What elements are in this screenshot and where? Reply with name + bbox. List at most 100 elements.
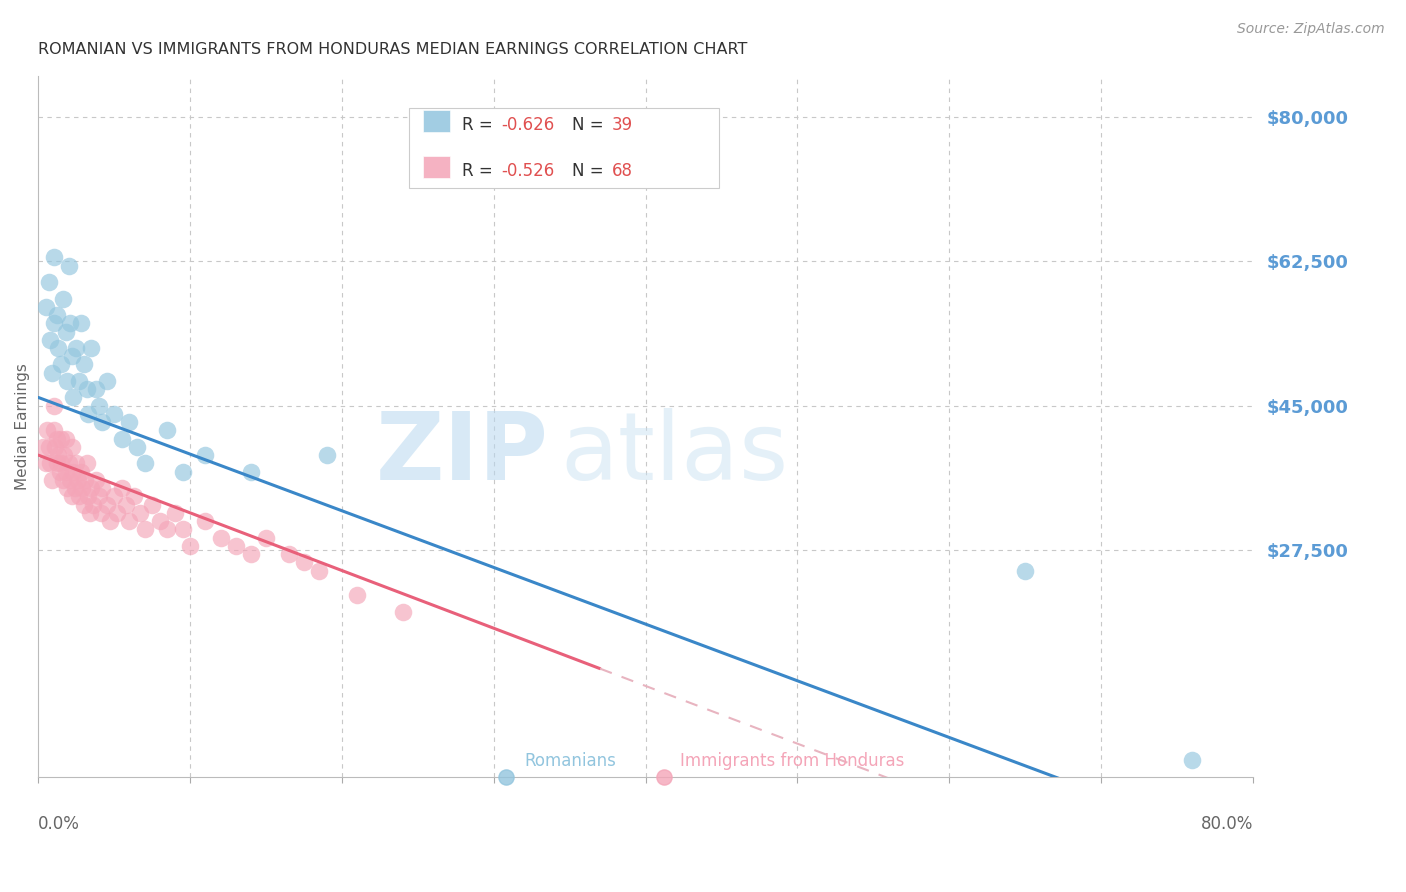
- Point: [77, 407, 100, 421]
- Point: [134, 522, 156, 536]
- Point: [39, 333, 62, 347]
- Point: [84, 382, 107, 396]
- Point: [67, 489, 90, 503]
- Point: [41, 473, 63, 487]
- Point: [75, 473, 97, 487]
- FancyBboxPatch shape: [423, 111, 450, 132]
- Point: [118, 514, 141, 528]
- Text: R =: R =: [463, 116, 498, 134]
- Point: [612, 770, 634, 784]
- Point: [115, 498, 138, 512]
- Point: [87, 489, 110, 503]
- Point: [32, 440, 55, 454]
- Point: [58, 259, 80, 273]
- Point: [35, 300, 58, 314]
- Point: [65, 341, 87, 355]
- Point: [49, 358, 72, 372]
- Point: [73, 498, 96, 512]
- Point: [111, 432, 134, 446]
- Point: [1181, 753, 1204, 767]
- FancyBboxPatch shape: [423, 156, 450, 178]
- Point: [194, 514, 217, 528]
- Point: [63, 481, 86, 495]
- Point: [134, 457, 156, 471]
- Point: [239, 465, 262, 479]
- Text: 39: 39: [612, 116, 633, 134]
- Point: [163, 506, 186, 520]
- Point: [808, 770, 831, 784]
- Point: [179, 539, 201, 553]
- Point: [172, 465, 194, 479]
- Point: [42, 316, 65, 330]
- Point: [59, 316, 82, 330]
- Point: [76, 457, 98, 471]
- Point: [122, 489, 145, 503]
- Text: N =: N =: [572, 116, 609, 134]
- Text: 80.0%: 80.0%: [1201, 815, 1253, 833]
- Point: [45, 457, 67, 471]
- Point: [41, 366, 63, 380]
- Point: [315, 448, 337, 462]
- Text: -0.526: -0.526: [501, 161, 554, 179]
- Point: [84, 473, 107, 487]
- Text: atlas: atlas: [561, 409, 789, 500]
- Point: [79, 506, 101, 520]
- Point: [277, 547, 299, 561]
- Point: [46, 341, 69, 355]
- Point: [77, 489, 100, 503]
- Point: [91, 415, 114, 429]
- Point: [48, 465, 70, 479]
- Text: 68: 68: [612, 161, 633, 179]
- Point: [76, 382, 98, 396]
- Point: [103, 489, 125, 503]
- Point: [73, 358, 96, 372]
- Point: [60, 349, 83, 363]
- Point: [156, 522, 179, 536]
- Point: [239, 547, 262, 561]
- Point: [37, 424, 59, 438]
- Point: [90, 506, 112, 520]
- Point: [87, 399, 110, 413]
- Point: [44, 440, 66, 454]
- Text: R =: R =: [463, 161, 498, 179]
- Text: -0.626: -0.626: [501, 116, 554, 134]
- Point: [80, 341, 103, 355]
- Point: [55, 325, 77, 339]
- Point: [1014, 564, 1036, 578]
- Point: [58, 457, 80, 471]
- Point: [38, 440, 60, 454]
- Point: [55, 465, 77, 479]
- Point: [103, 407, 125, 421]
- Point: [42, 250, 65, 264]
- Point: [49, 457, 72, 471]
- Point: [172, 522, 194, 536]
- Point: [62, 465, 84, 479]
- Point: [42, 424, 65, 438]
- Point: [129, 506, 152, 520]
- Point: [156, 424, 179, 438]
- Point: [98, 514, 121, 528]
- Point: [52, 473, 75, 487]
- Text: Romanians: Romanians: [524, 752, 616, 770]
- Point: [56, 481, 79, 495]
- Point: [149, 514, 172, 528]
- Point: [60, 489, 83, 503]
- Point: [60, 440, 83, 454]
- Text: ZIP: ZIP: [375, 409, 548, 500]
- Text: Source: ZipAtlas.com: Source: ZipAtlas.com: [1237, 22, 1385, 37]
- Point: [72, 481, 94, 495]
- Point: [35, 457, 58, 471]
- Point: [346, 588, 368, 602]
- Point: [46, 448, 69, 462]
- Point: [38, 275, 60, 289]
- Point: [53, 448, 76, 462]
- Point: [45, 308, 67, 322]
- Point: [66, 473, 89, 487]
- Point: [56, 374, 79, 388]
- Y-axis label: Median Earnings: Median Earnings: [15, 363, 30, 490]
- Point: [391, 605, 413, 619]
- Point: [69, 316, 91, 330]
- Point: [80, 481, 103, 495]
- Point: [111, 481, 134, 495]
- Point: [194, 448, 217, 462]
